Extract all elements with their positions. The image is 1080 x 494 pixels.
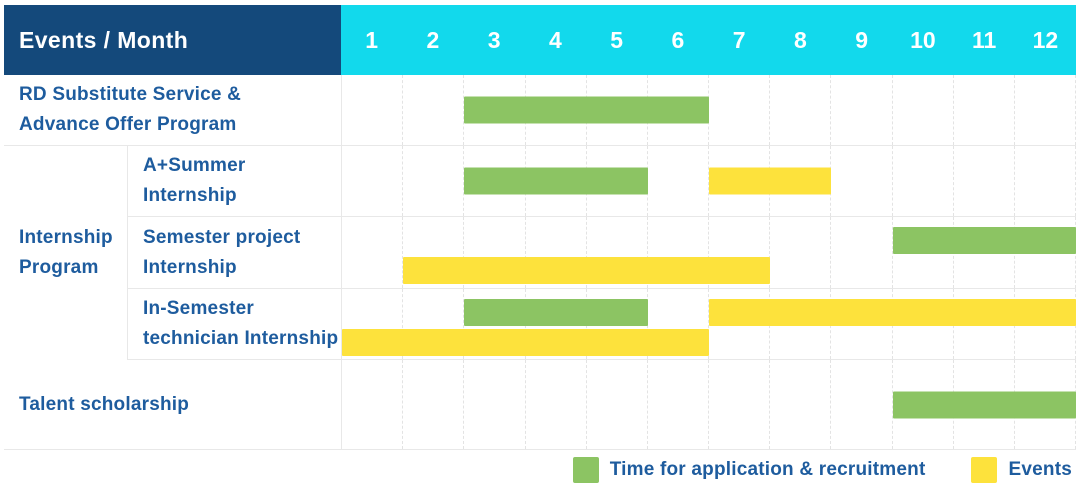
month-cell (342, 75, 404, 145)
events-swatch (971, 457, 998, 483)
group-label: Internship Program (4, 146, 127, 360)
month-cell (893, 146, 954, 216)
month-cell (831, 360, 893, 449)
row-label: Talent scholarship (4, 360, 341, 449)
recruitment-swatch (572, 457, 599, 483)
legend-label: Events (1008, 459, 1072, 480)
month-cell (342, 360, 404, 449)
month-cell (342, 217, 404, 288)
month-cell (770, 360, 832, 449)
table-header-row: Events / Month 1 2 3 4 5 6 7 8 9 10 11 12 (4, 5, 1076, 75)
month-cell (1015, 146, 1077, 216)
month-cell (648, 289, 710, 359)
legend-item-events: Events (971, 457, 1072, 483)
row-label: Semester project Internship (127, 217, 341, 288)
row-month-grid (341, 289, 1077, 359)
month-header-row: 1 2 3 4 5 6 7 8 9 10 11 12 (341, 5, 1076, 75)
month-header-3: 3 (487, 26, 501, 53)
month-header-5: 5 (610, 26, 624, 53)
gantt-row: Talent scholarship (4, 360, 1077, 450)
month-cell (770, 217, 832, 288)
events-month-header-cell: Events / Month (4, 5, 341, 75)
month-cell (403, 146, 465, 216)
row-label: A+Summer Internship (127, 146, 341, 216)
month-cell (464, 217, 526, 288)
row-label-line: A+Summer (143, 155, 246, 176)
group-label-line: Internship (19, 227, 113, 248)
month-cell (954, 146, 1015, 216)
gantt-rows: RD Substitute Service & Advance Offer Pro… (4, 75, 1077, 450)
month-cell (403, 289, 465, 359)
month-cell (648, 146, 710, 216)
month-header-4: 4 (548, 26, 562, 53)
row-month-grid (341, 75, 1077, 145)
gantt-row: A+Summer Internship (4, 146, 1077, 217)
month-cell (954, 75, 1015, 145)
events-bar (342, 329, 709, 356)
month-cell (770, 75, 832, 145)
gantt-row: In-Semester technician Internship (4, 289, 1077, 360)
month-cell (526, 360, 587, 449)
recruitment-bar (892, 227, 1076, 254)
month-header-7: 7 (732, 26, 746, 53)
month-cell (648, 217, 710, 288)
month-cell (648, 360, 710, 449)
month-cell (342, 289, 404, 359)
gantt-table: Events / Month 1 2 3 4 5 6 7 8 9 10 11 12 RD Substi… (4, 5, 1077, 450)
row-label-line: Advance Offer Program (19, 114, 237, 135)
row-label-line: technician Internship (143, 328, 339, 349)
month-header-6: 6 (671, 26, 685, 53)
row-label-line: Semester project (143, 226, 301, 248)
month-cell (709, 75, 771, 145)
row-month-grid (341, 146, 1077, 216)
month-cell (893, 75, 954, 145)
month-cell (403, 75, 465, 145)
row-label: In-Semester technician Internship (127, 289, 341, 359)
group-label-line: Program (19, 257, 99, 278)
month-cell (709, 360, 771, 449)
events-bar (403, 257, 771, 284)
gantt-row: RD Substitute Service & Advance Offer Pro… (4, 75, 1077, 146)
month-cell (1015, 75, 1077, 145)
month-cell (587, 217, 648, 288)
legend-item-recruitment: Time for application & recruitment (572, 457, 926, 483)
month-header-10: 10 (910, 26, 936, 53)
row-label: RD Substitute Service & Advance Offer Pro… (4, 75, 341, 145)
month-header-11: 11 (971, 26, 997, 53)
recruitment-bar (464, 299, 648, 326)
row-label-line: RD Substitute Service & (19, 84, 242, 105)
month-cell (403, 360, 465, 449)
recruitment-bar (464, 96, 709, 124)
events-bar (709, 299, 1076, 326)
row-label-line: In-Semester (143, 298, 254, 319)
events-bar (709, 167, 832, 195)
row-month-grid (341, 217, 1077, 288)
month-header-9: 9 (855, 26, 869, 53)
recruitment-bar (892, 391, 1076, 418)
month-cell (464, 360, 526, 449)
row-label-line: Talent scholarship (19, 393, 190, 415)
month-cell (831, 75, 893, 145)
month-cell (709, 217, 771, 288)
month-cell (526, 217, 587, 288)
legend-label: Time for application & recruitment (609, 459, 926, 480)
month-cell (403, 217, 465, 288)
row-month-grid (341, 360, 1077, 449)
row-label-line: Internship (143, 185, 237, 206)
month-header-12: 12 (1032, 26, 1059, 53)
legend: Time for application & recruitment Events (572, 457, 1072, 483)
table-title: Events / Month (19, 26, 189, 53)
month-cell (587, 360, 648, 449)
row-label-line: Internship (143, 256, 237, 278)
month-header-8: 8 (793, 26, 807, 53)
month-header-1: 1 (365, 26, 379, 53)
month-cell (342, 146, 404, 216)
recruitment-bar (464, 167, 648, 195)
month-header-2: 2 (426, 26, 440, 53)
gantt-row: Semester project Internship (4, 217, 1077, 289)
month-cell (831, 217, 893, 288)
month-cell (831, 146, 893, 216)
